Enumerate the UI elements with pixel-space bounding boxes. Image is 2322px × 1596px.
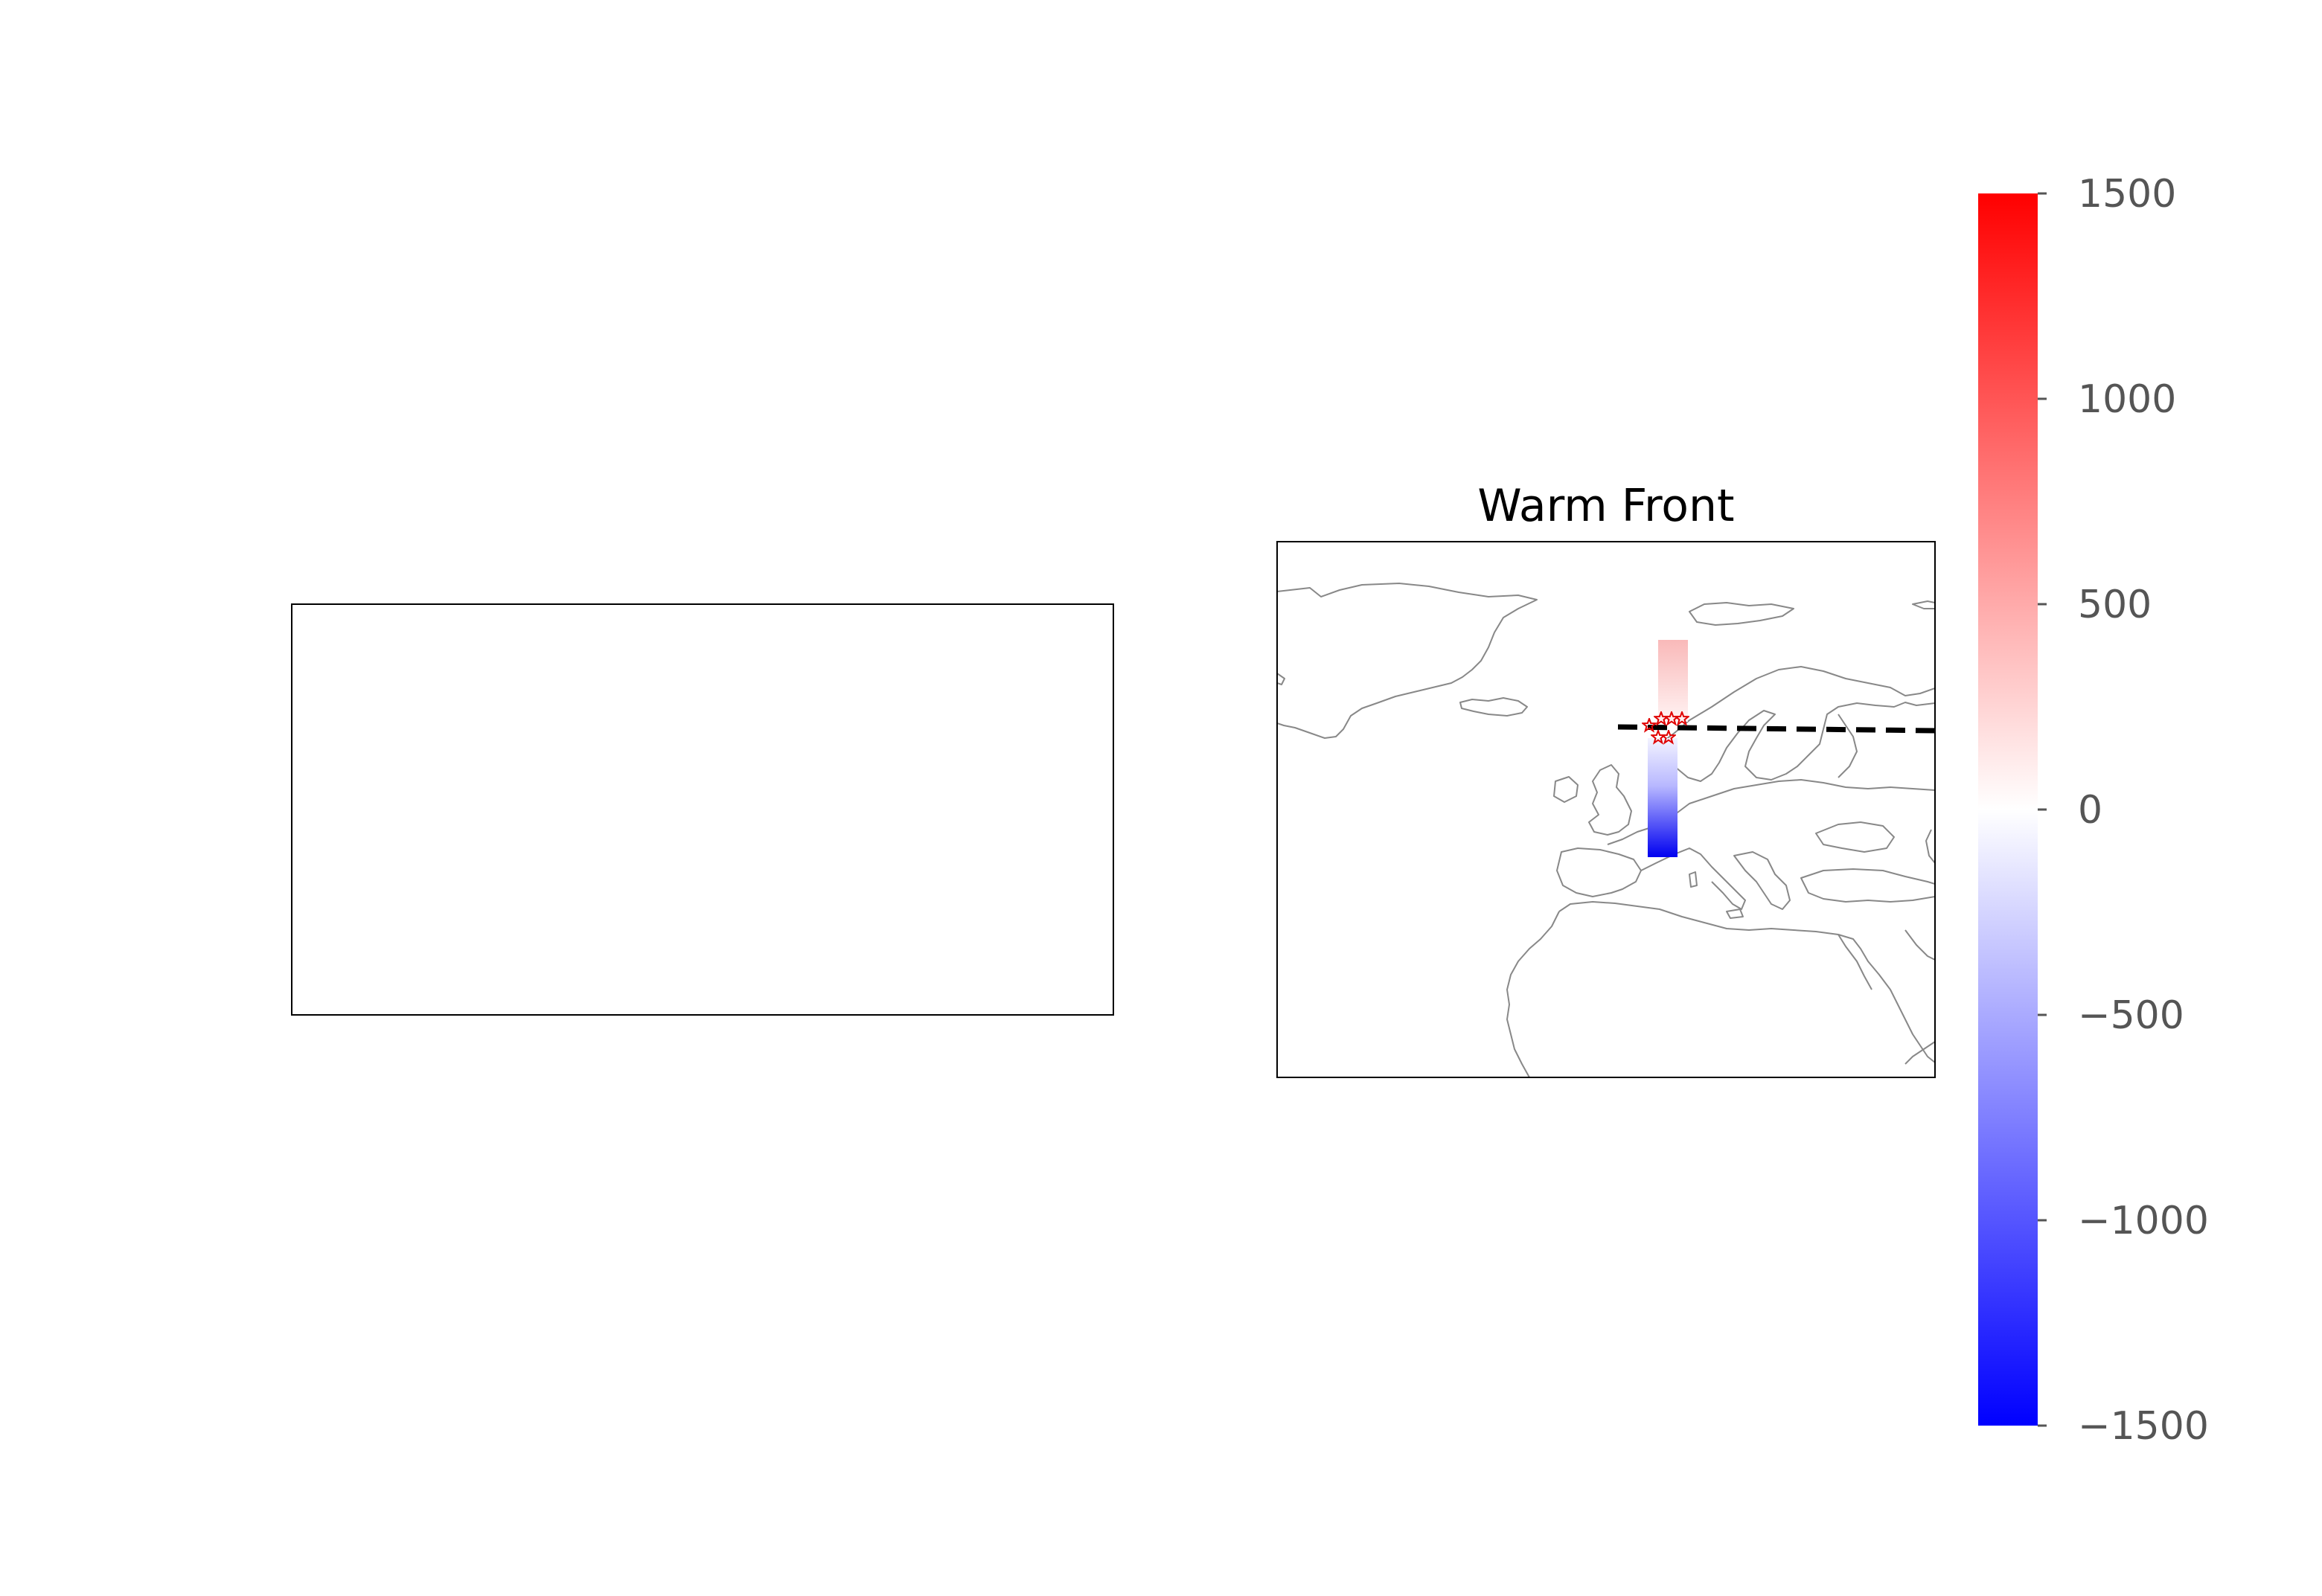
chart-title: Warm Front — [1477, 480, 1734, 532]
colorbar-tick-label: −1500 — [2078, 1404, 2209, 1449]
colorbar-tick-label: 1500 — [2078, 172, 2176, 217]
warm-front-line — [1617, 724, 1936, 734]
colorbar-tick-label: 1000 — [2078, 377, 2176, 422]
right-map-axes — [1276, 541, 1936, 1078]
colorbar-gradient — [1978, 193, 2038, 1426]
colorbar-tick-label: −1000 — [2078, 1199, 2209, 1243]
left-map-axes — [291, 603, 1114, 1016]
right-map-panel: Warm Front — [1276, 480, 1936, 1078]
colorbar: −1500 −1000 −500 0 500 1000 1500 — [1978, 172, 2209, 1449]
colorbar-tick-label: 500 — [2078, 583, 2152, 627]
positive-column — [1658, 640, 1688, 722]
colorbar-tick-label: 0 — [2078, 788, 2102, 833]
colorbar-ticks: −1500 −1000 −500 0 500 1000 1500 — [2038, 172, 2209, 1449]
colorbar-tick-label: −500 — [2078, 993, 2184, 1038]
coastlines — [1277, 583, 1935, 1077]
negative-column — [1648, 738, 1677, 857]
